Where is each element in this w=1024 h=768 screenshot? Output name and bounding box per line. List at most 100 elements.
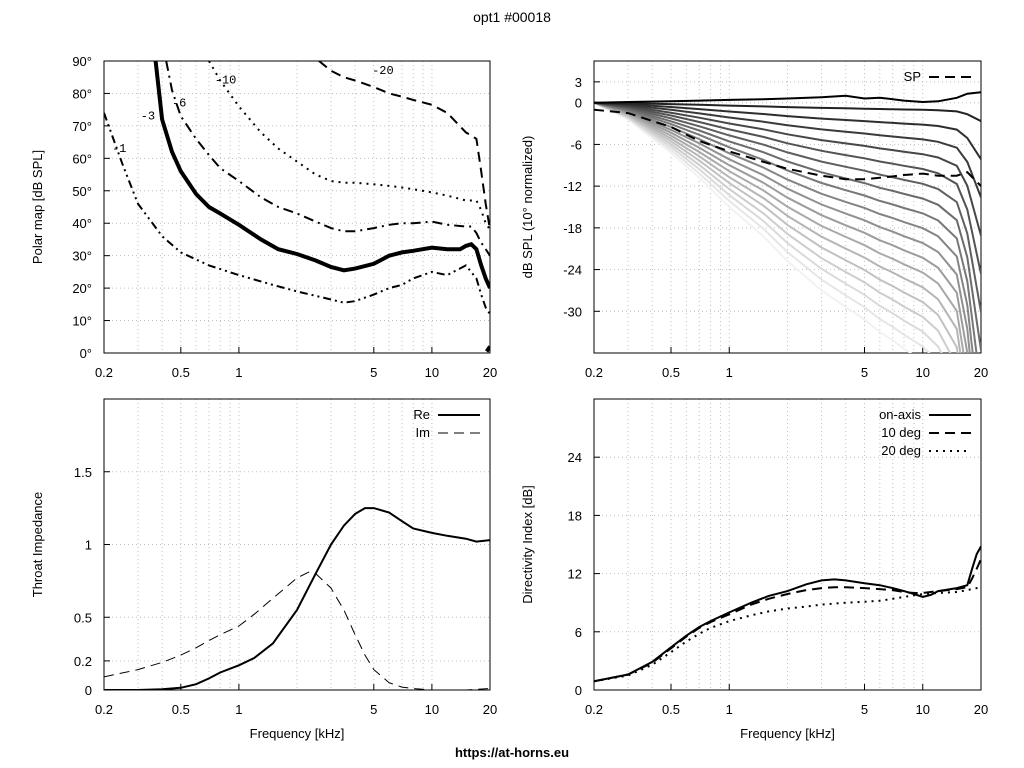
- x-tick-label: 5: [861, 365, 868, 380]
- off-axis-curve: [594, 101, 943, 353]
- y-tick-label: -18: [563, 221, 582, 236]
- x-tick-label: 0.2: [585, 702, 603, 717]
- footer-url: https://at-horns.eu: [454, 745, 570, 760]
- x-tick-label: 20: [974, 365, 988, 380]
- y-tick-label: 0: [85, 683, 92, 698]
- x-tick-label: 0.5: [662, 365, 680, 380]
- series-line: [484, 345, 490, 353]
- y-axis-label: Throat Impedance: [30, 492, 45, 598]
- x-tick-label: 0.2: [585, 365, 603, 380]
- series-line: [165, 61, 490, 257]
- polar-map-chart: 0.2 0.5 1 5 10 20 0° 10° 20° 30° 40° 50° 60° 70° 80° 90…: [30, 54, 497, 380]
- series-line: [104, 507, 490, 690]
- x-tick-label: 0.2: [95, 365, 113, 380]
- legend-label: Im: [416, 425, 430, 440]
- series-label: -6: [172, 96, 186, 110]
- y-tick-label: 0: [575, 96, 582, 111]
- legend-label: 10 deg: [881, 425, 921, 440]
- x-tick-label: 0.5: [172, 365, 190, 380]
- y-tick-label: 40°: [72, 216, 92, 231]
- y-tick-label: 90°: [72, 54, 92, 69]
- x-tick-label: 0.5: [662, 702, 680, 717]
- series-line: [594, 558, 981, 683]
- plot-area: [104, 61, 490, 353]
- off-axis-curve: [594, 101, 981, 351]
- axes-frame: [593, 398, 982, 691]
- y-tick-label: 80°: [72, 86, 92, 101]
- plot-area: [594, 545, 981, 683]
- x-tick-label: 10: [916, 702, 930, 717]
- x-tick-label: 10: [425, 365, 439, 380]
- off-axis-curve: [594, 101, 931, 353]
- series-line: [104, 571, 490, 690]
- y-tick-label: 18: [568, 508, 582, 523]
- y-tick-label: 70°: [72, 119, 92, 134]
- series-line: [594, 586, 981, 683]
- y-axis-label: dB SPL (10° normalized): [520, 136, 535, 279]
- x-tick-label: 10: [916, 365, 930, 380]
- series-line: [594, 108, 981, 187]
- x-tick-label: 20: [483, 702, 497, 717]
- y-tick-label: 0: [575, 683, 582, 698]
- x-axis-label: Frequency [kHz]: [250, 726, 345, 741]
- series-label: -3: [141, 109, 155, 123]
- axes-frame: [103, 60, 491, 354]
- off-axis-curve: [594, 101, 978, 353]
- y-tick-label: 12: [568, 567, 582, 582]
- y-tick-label: 0°: [80, 346, 92, 361]
- y-tick-label: 20°: [72, 281, 92, 296]
- x-tick-label: 10: [425, 702, 439, 717]
- y-tick-label: 3: [575, 75, 582, 90]
- legend-label: Re: [413, 407, 430, 422]
- x-tick-label: 5: [861, 702, 868, 717]
- series-line: [594, 91, 981, 104]
- y-tick-label: 24: [568, 450, 582, 465]
- series-line: [104, 112, 490, 315]
- off-axis-curve: [594, 101, 913, 353]
- legend-label: SP: [904, 69, 921, 84]
- y-tick-label: 50°: [72, 184, 92, 199]
- x-tick-label: 1: [726, 365, 733, 380]
- off-axis-curve: [594, 101, 965, 353]
- legend-label: on-axis: [879, 407, 921, 422]
- off-axis-curve: [594, 101, 981, 198]
- series-line: [153, 61, 490, 289]
- grid: [103, 399, 491, 691]
- directivity-index-chart: 0.2 0.5 1 5 10 20 0 6 12 18 24 Directivity Index [d…: [520, 398, 988, 741]
- grid: [103, 60, 491, 354]
- plot-area: [104, 507, 490, 690]
- off-axis-curve: [594, 101, 981, 160]
- series-label: -1: [112, 142, 126, 156]
- x-tick-label: 1: [726, 702, 733, 717]
- x-tick-label: 5: [370, 365, 377, 380]
- grid: [593, 399, 982, 691]
- y-tick-label: 0.5: [74, 610, 92, 625]
- page-title: opt1 #00018: [473, 9, 551, 25]
- off-axis-curve: [594, 101, 974, 353]
- axes-frame: [593, 60, 982, 354]
- x-tick-label: 1: [235, 365, 242, 380]
- y-axis-label: Directivity Index [dB]: [520, 485, 535, 604]
- plot-area: [594, 91, 981, 353]
- y-tick-label: 0.2: [74, 654, 92, 669]
- off-axis-curve: [594, 101, 962, 353]
- y-tick-label: 10°: [72, 314, 92, 329]
- y-tick-label: -24: [563, 263, 582, 278]
- x-axis-label: Frequency [kHz]: [740, 726, 835, 741]
- off-axis-curve: [594, 101, 981, 236]
- series-line: [594, 545, 981, 683]
- off-axis-curve: [594, 101, 969, 353]
- off-axis-curve: [594, 101, 952, 353]
- legend-label: 20 deg: [881, 443, 921, 458]
- y-tick-label: 30°: [72, 249, 92, 264]
- x-tick-label: 0.2: [95, 702, 113, 717]
- y-tick-label: -12: [563, 179, 582, 194]
- y-tick-label: 1.5: [74, 465, 92, 480]
- series-label: -20: [372, 64, 394, 78]
- off-axis-curve: [594, 101, 981, 313]
- series-line: [208, 61, 490, 231]
- off-axis-curve: [594, 101, 981, 122]
